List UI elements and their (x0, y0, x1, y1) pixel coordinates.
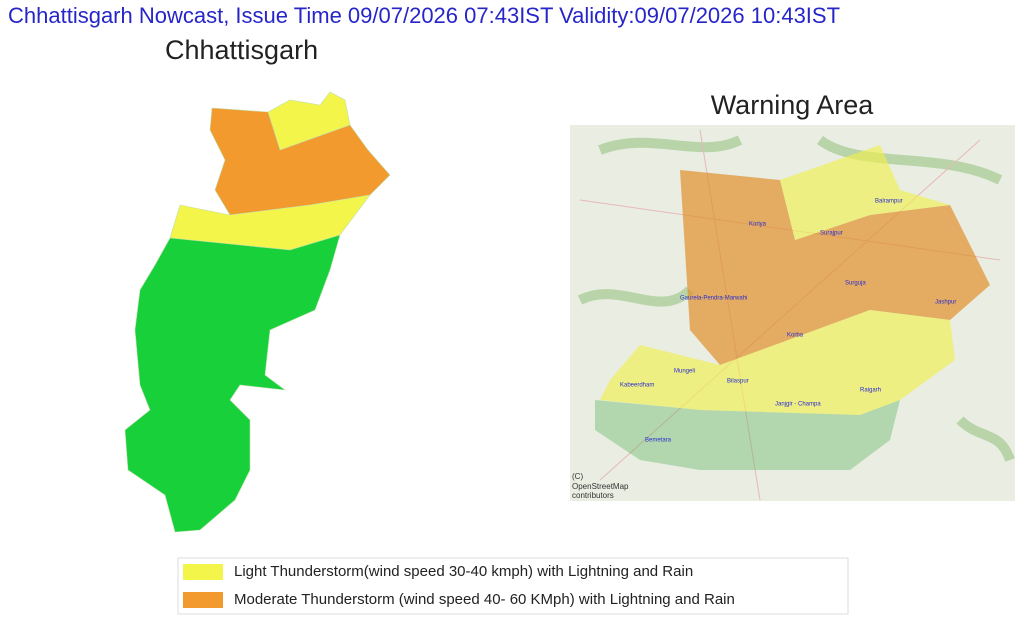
place-label: Gaurela-Pendra-Marwahi (680, 296, 747, 302)
warning-map-title: Warning Area (711, 90, 875, 120)
place-label: Bemetara (645, 438, 672, 444)
attribution: contributors (572, 491, 614, 500)
header-title: Chhattisgarh Nowcast, Issue Time 09/07/2… (8, 3, 840, 28)
legend-box (177, 557, 849, 615)
attribution: OpenStreetMap (572, 482, 629, 491)
attribution: (C) (572, 472, 583, 481)
place-label: Raigarh (860, 388, 881, 394)
place-label: Koriya (749, 222, 767, 228)
warning-map: Koriya Surajpur Balrampur Surguja Jashpur Gau… (570, 125, 1015, 501)
place-label: Bilaspur (727, 379, 749, 385)
place-label: Janjgir - Champa (775, 402, 821, 408)
region-no-warning (124, 234, 341, 533)
place-label: Korba (787, 333, 804, 339)
legend-swatch (183, 564, 223, 580)
legend-label: Light Thunderstorm(wind speed 30-40 kmph… (234, 563, 693, 580)
zone-moderate (680, 170, 990, 365)
state-map (124, 91, 391, 533)
zone-no-warning (595, 400, 900, 470)
legend-label: Moderate Thunderstorm (wind speed 40- 60… (234, 591, 735, 608)
place-label: Surguja (845, 281, 866, 287)
place-label: Jashpur (935, 300, 956, 306)
place-label: Mungeli (674, 369, 695, 375)
place-label: Balrampur (875, 199, 903, 205)
legend-swatch (183, 592, 223, 608)
terrain (577, 135, 1015, 462)
zone-light (600, 310, 955, 415)
zone-light (780, 145, 950, 240)
place-label: Surajpur (820, 231, 843, 237)
place-label: Kabeerdham (620, 383, 654, 389)
state-map-title: Chhattisgarh (165, 35, 318, 65)
